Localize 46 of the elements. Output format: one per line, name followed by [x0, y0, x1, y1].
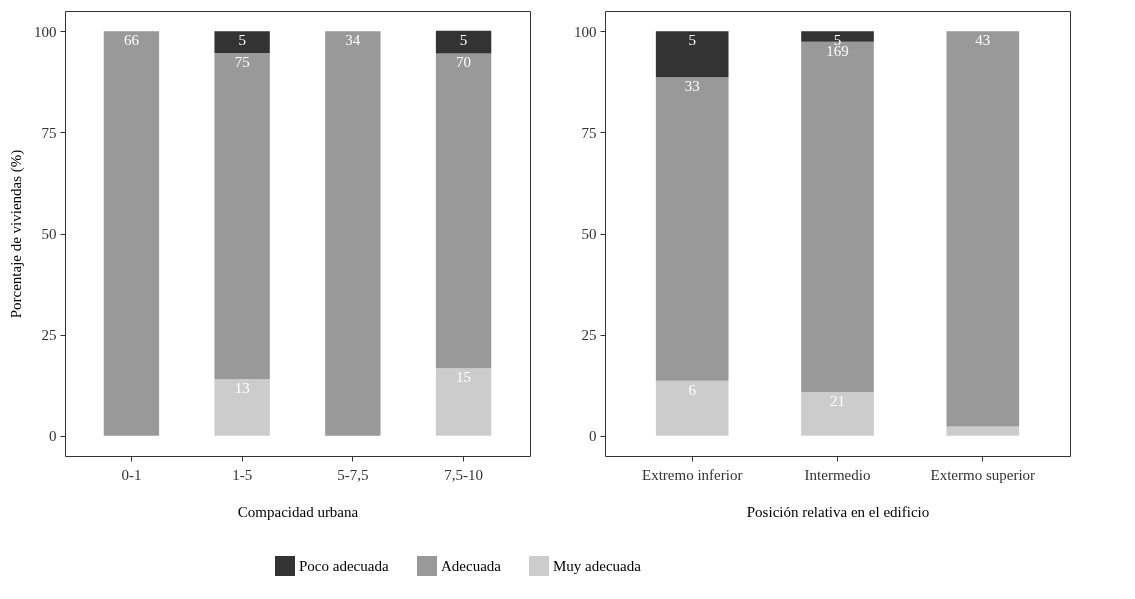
annotation: 5 — [238, 32, 246, 49]
annotation: 34 — [345, 32, 361, 49]
annotation: 43 — [975, 32, 991, 49]
legend-label: Adecuada — [441, 558, 502, 574]
bar — [655, 77, 729, 381]
legend-label: Muy adecuada — [553, 558, 642, 574]
x-axis-title: Compacidad urbana — [237, 503, 359, 520]
x-tick-label: 7,5-10 — [444, 466, 483, 483]
bar — [801, 392, 874, 436]
bar — [435, 368, 492, 436]
x-tick-label: 0-1 — [121, 466, 142, 483]
x-tick-label: Intermedio — [804, 466, 871, 483]
y-tick-label: 50 — [581, 226, 597, 242]
y-tick-label: 100 — [574, 23, 597, 40]
bar — [435, 30, 492, 54]
annotation: 5 — [459, 32, 468, 49]
bar — [655, 31, 729, 78]
x-tick-label: 1-5 — [232, 466, 253, 483]
annotation: 70 — [456, 54, 472, 71]
y-tick-label: 0 — [589, 428, 597, 445]
x-tick-label: Extremo inferior — [641, 466, 743, 483]
legend-label: Poco adecuada — [299, 558, 389, 574]
bar — [214, 53, 270, 380]
y-axis-title: Porcentaje de viviendas (%) — [8, 149, 25, 319]
y-tick-label: 100 — [34, 23, 57, 40]
y-tick-label: 25 — [581, 327, 597, 344]
x-tick-label: Extermo superior — [930, 466, 1036, 483]
annotation: 5 — [688, 32, 696, 49]
y-tick-label: 25 — [41, 327, 57, 344]
bar — [103, 31, 160, 436]
bar — [435, 53, 492, 369]
bar — [214, 379, 270, 436]
bar — [946, 426, 1020, 436]
x-axis-title: Posición relativa en el edificio — [746, 503, 930, 520]
bar — [946, 31, 1020, 427]
y-tick-label: 0 — [49, 428, 57, 445]
bar — [325, 31, 381, 436]
annotation: 33 — [684, 78, 700, 95]
annotation: 75 — [234, 54, 250, 71]
annotation: 66 — [123, 32, 140, 49]
bar — [214, 31, 270, 54]
bar — [655, 380, 729, 436]
y-tick-label: 50 — [41, 226, 57, 242]
y-tick-label: 75 — [41, 124, 57, 141]
x-tick-label: 5-7,5 — [337, 466, 369, 483]
y-tick-label: 75 — [581, 124, 597, 141]
